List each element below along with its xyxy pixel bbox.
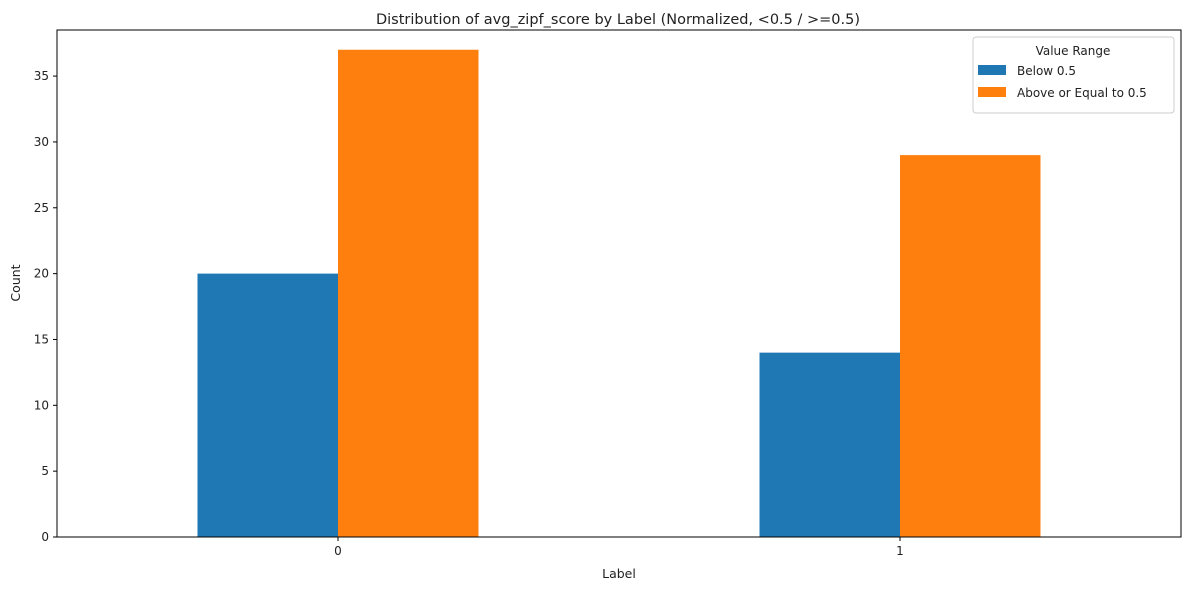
y-tick-label-0: 0 xyxy=(41,530,49,544)
y-tick-label-10: 10 xyxy=(34,398,49,412)
legend-swatch-below xyxy=(978,65,1006,75)
bar-below-label-1 xyxy=(759,352,900,537)
legend-title: Value Range xyxy=(1036,44,1111,58)
legend-label-above: Above or Equal to 0.5 xyxy=(1017,86,1147,100)
y-tick-label-25: 25 xyxy=(34,201,49,215)
legend-swatch-above xyxy=(978,87,1006,97)
y-axis: 0 5 10 15 20 25 30 35 xyxy=(34,69,57,544)
bars-layer xyxy=(197,49,1041,537)
plot-frame xyxy=(56,29,1182,538)
legend-label-below: Below 0.5 xyxy=(1017,64,1076,78)
legend: Value Range Below 0.5 Above or Equal to … xyxy=(972,36,1175,114)
y-tick-label-20: 20 xyxy=(34,267,49,281)
x-tick-label-1: 1 xyxy=(896,544,904,558)
bar-above-label-1 xyxy=(900,155,1041,537)
chart-title: Distribution of avg_zipf_score by Label … xyxy=(376,12,860,28)
x-tick-label-0: 0 xyxy=(334,544,342,558)
legend-box xyxy=(972,36,1175,114)
y-tick-label-35: 35 xyxy=(34,69,49,83)
bar-above-label-0 xyxy=(338,49,479,537)
y-tick-label-5: 5 xyxy=(41,464,49,478)
y-tick-label-15: 15 xyxy=(34,332,49,346)
bar-below-label-0 xyxy=(197,273,338,537)
y-tick-label-30: 30 xyxy=(34,135,49,149)
x-axis-label: Label xyxy=(602,566,636,581)
y-axis-label: Count xyxy=(8,264,23,301)
